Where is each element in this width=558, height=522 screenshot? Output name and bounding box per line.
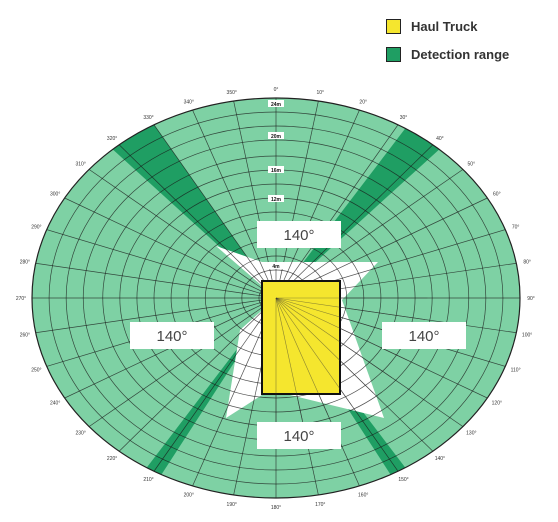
degree-label: 310° — [76, 162, 86, 168]
sector-label-right: 140° — [382, 322, 466, 349]
range-ray — [275, 162, 473, 299]
detection-field — [32, 98, 520, 498]
degree-label: 30° — [400, 115, 408, 121]
degree-label: 20° — [359, 100, 367, 106]
truck-grid-ray — [275, 297, 352, 406]
degree-label: 50° — [468, 162, 476, 168]
range-ray — [32, 261, 277, 299]
degree-label: 80° — [523, 260, 531, 266]
detection-range-swatch — [386, 46, 401, 62]
degree-label: 120° — [492, 401, 502, 407]
degree-label: 340° — [184, 100, 194, 106]
truck-grid-ray — [275, 297, 426, 320]
truck-grid-ray — [275, 297, 374, 394]
degree-label: 250° — [31, 367, 41, 373]
degree-label: 190° — [227, 502, 237, 508]
sector-label-box — [257, 221, 341, 248]
range-ring-label: 4m — [272, 264, 280, 270]
range-ray — [79, 297, 277, 434]
sector-label-rear: 140° — [257, 422, 341, 449]
legend-label: Detection range — [411, 46, 510, 62]
range-ray — [188, 100, 277, 299]
range-ray — [53, 192, 277, 299]
range-ray — [275, 100, 364, 299]
sector-label-box — [257, 422, 341, 449]
range-ray — [147, 297, 277, 481]
light-sector — [32, 141, 276, 477]
degree-label: 260° — [20, 332, 30, 338]
degree-label: 300° — [50, 192, 60, 198]
range-ring-label-box — [268, 100, 284, 107]
degree-label: 320° — [107, 136, 117, 142]
outer-boundary — [31, 97, 521, 499]
sector-label-left: 140° — [130, 322, 214, 349]
haul-truck — [261, 280, 341, 395]
degree-label: 140° — [435, 456, 445, 462]
degree-label: 100° — [522, 332, 532, 338]
range-ray — [147, 115, 277, 299]
degree-label: 40° — [436, 136, 444, 142]
range-ring-label-box — [268, 195, 284, 202]
range-ray — [32, 297, 277, 335]
sector-label-box — [130, 322, 214, 349]
degree-label: 210° — [143, 477, 153, 483]
degree-label: 350° — [227, 90, 237, 96]
degree-label: 130° — [466, 430, 476, 436]
degree-label: 280° — [20, 260, 30, 266]
sector-angle-text: 140° — [283, 428, 314, 445]
degree-label: 60° — [493, 192, 501, 198]
haul-truck-swatch — [386, 18, 401, 34]
sector-angle-text: 140° — [283, 227, 314, 244]
sector-angle-text: 140° — [156, 328, 187, 345]
degree-label: 0° — [274, 87, 279, 93]
degree-label: 200° — [184, 492, 194, 498]
legend-label: Haul Truck — [411, 18, 478, 34]
truck-grid-ray — [275, 297, 393, 378]
degree-label: 330° — [143, 115, 153, 121]
range-ray — [79, 162, 277, 299]
sector-label-box — [382, 322, 466, 349]
legend-item-haul-truck: Haul Truck — [386, 14, 509, 38]
range-ray — [111, 297, 277, 460]
degree-label: 150° — [398, 477, 408, 483]
degree-label: 70° — [512, 225, 520, 231]
truck-grid-ray — [275, 297, 329, 415]
light-sector — [276, 141, 520, 477]
range-ray — [53, 297, 277, 404]
degree-label: 270° — [16, 296, 26, 302]
degree-label: 160° — [358, 492, 368, 498]
degree-label: 290° — [31, 225, 41, 231]
range-ring-label-box — [268, 166, 284, 173]
sector-label-front: 140° — [257, 221, 341, 248]
degree-label: 220° — [107, 456, 117, 462]
range-ray — [35, 225, 277, 299]
degree-label: 10° — [316, 90, 324, 96]
sector-angle-text: 140° — [408, 328, 439, 345]
truck-grid-ray — [275, 297, 408, 361]
degree-label: 90° — [527, 296, 535, 302]
range-ring-label: 24m — [271, 102, 282, 108]
range-ray — [111, 136, 277, 299]
range-ring-label-box — [268, 262, 284, 269]
degree-labels: 0° 10° 20° 30° 40° 50° 60° 70° 80° 90° 100° 110° 120… — [16, 87, 535, 511]
legend-item-detection-range: Detection range — [386, 42, 509, 66]
degree-label: 230° — [76, 430, 86, 436]
range-ray — [275, 136, 441, 299]
degree-label: 110° — [511, 367, 521, 373]
degree-label: 240° — [50, 401, 60, 407]
range-ring-label-box — [268, 132, 284, 139]
legend: Haul Truck Detection range — [386, 14, 509, 70]
degree-label: 180° — [271, 505, 281, 511]
truck-grid-ray — [275, 297, 303, 421]
degree-label: 170° — [315, 502, 325, 508]
range-ring-label: 20m — [271, 134, 282, 140]
range-ring-label: 12m — [271, 197, 282, 203]
range-ring-label: 16m — [271, 168, 282, 174]
range-ray — [275, 115, 405, 299]
